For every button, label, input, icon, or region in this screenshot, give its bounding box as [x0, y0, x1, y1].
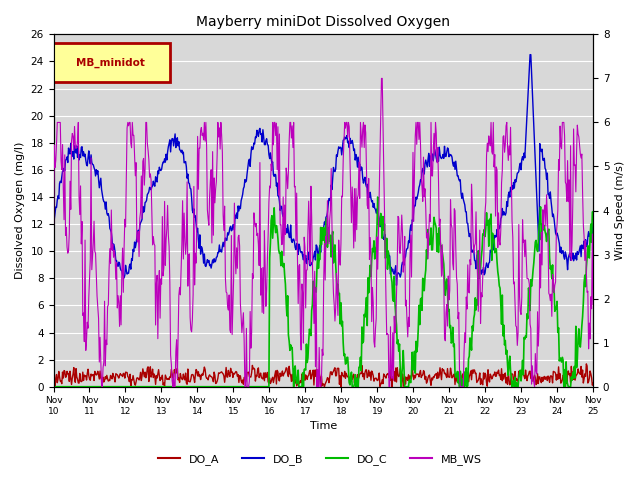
Title: Mayberry miniDot Dissolved Oxygen: Mayberry miniDot Dissolved Oxygen: [196, 15, 451, 29]
FancyBboxPatch shape: [51, 43, 170, 82]
Legend: DO_A, DO_B, DO_C, MB_WS: DO_A, DO_B, DO_C, MB_WS: [154, 450, 486, 469]
Y-axis label: Dissolved Oxygen (mg/l): Dissolved Oxygen (mg/l): [15, 142, 25, 279]
Y-axis label: Wind Speed (m/s): Wind Speed (m/s): [615, 161, 625, 260]
Text: MB_minidot: MB_minidot: [76, 58, 145, 68]
X-axis label: Time: Time: [310, 421, 337, 432]
